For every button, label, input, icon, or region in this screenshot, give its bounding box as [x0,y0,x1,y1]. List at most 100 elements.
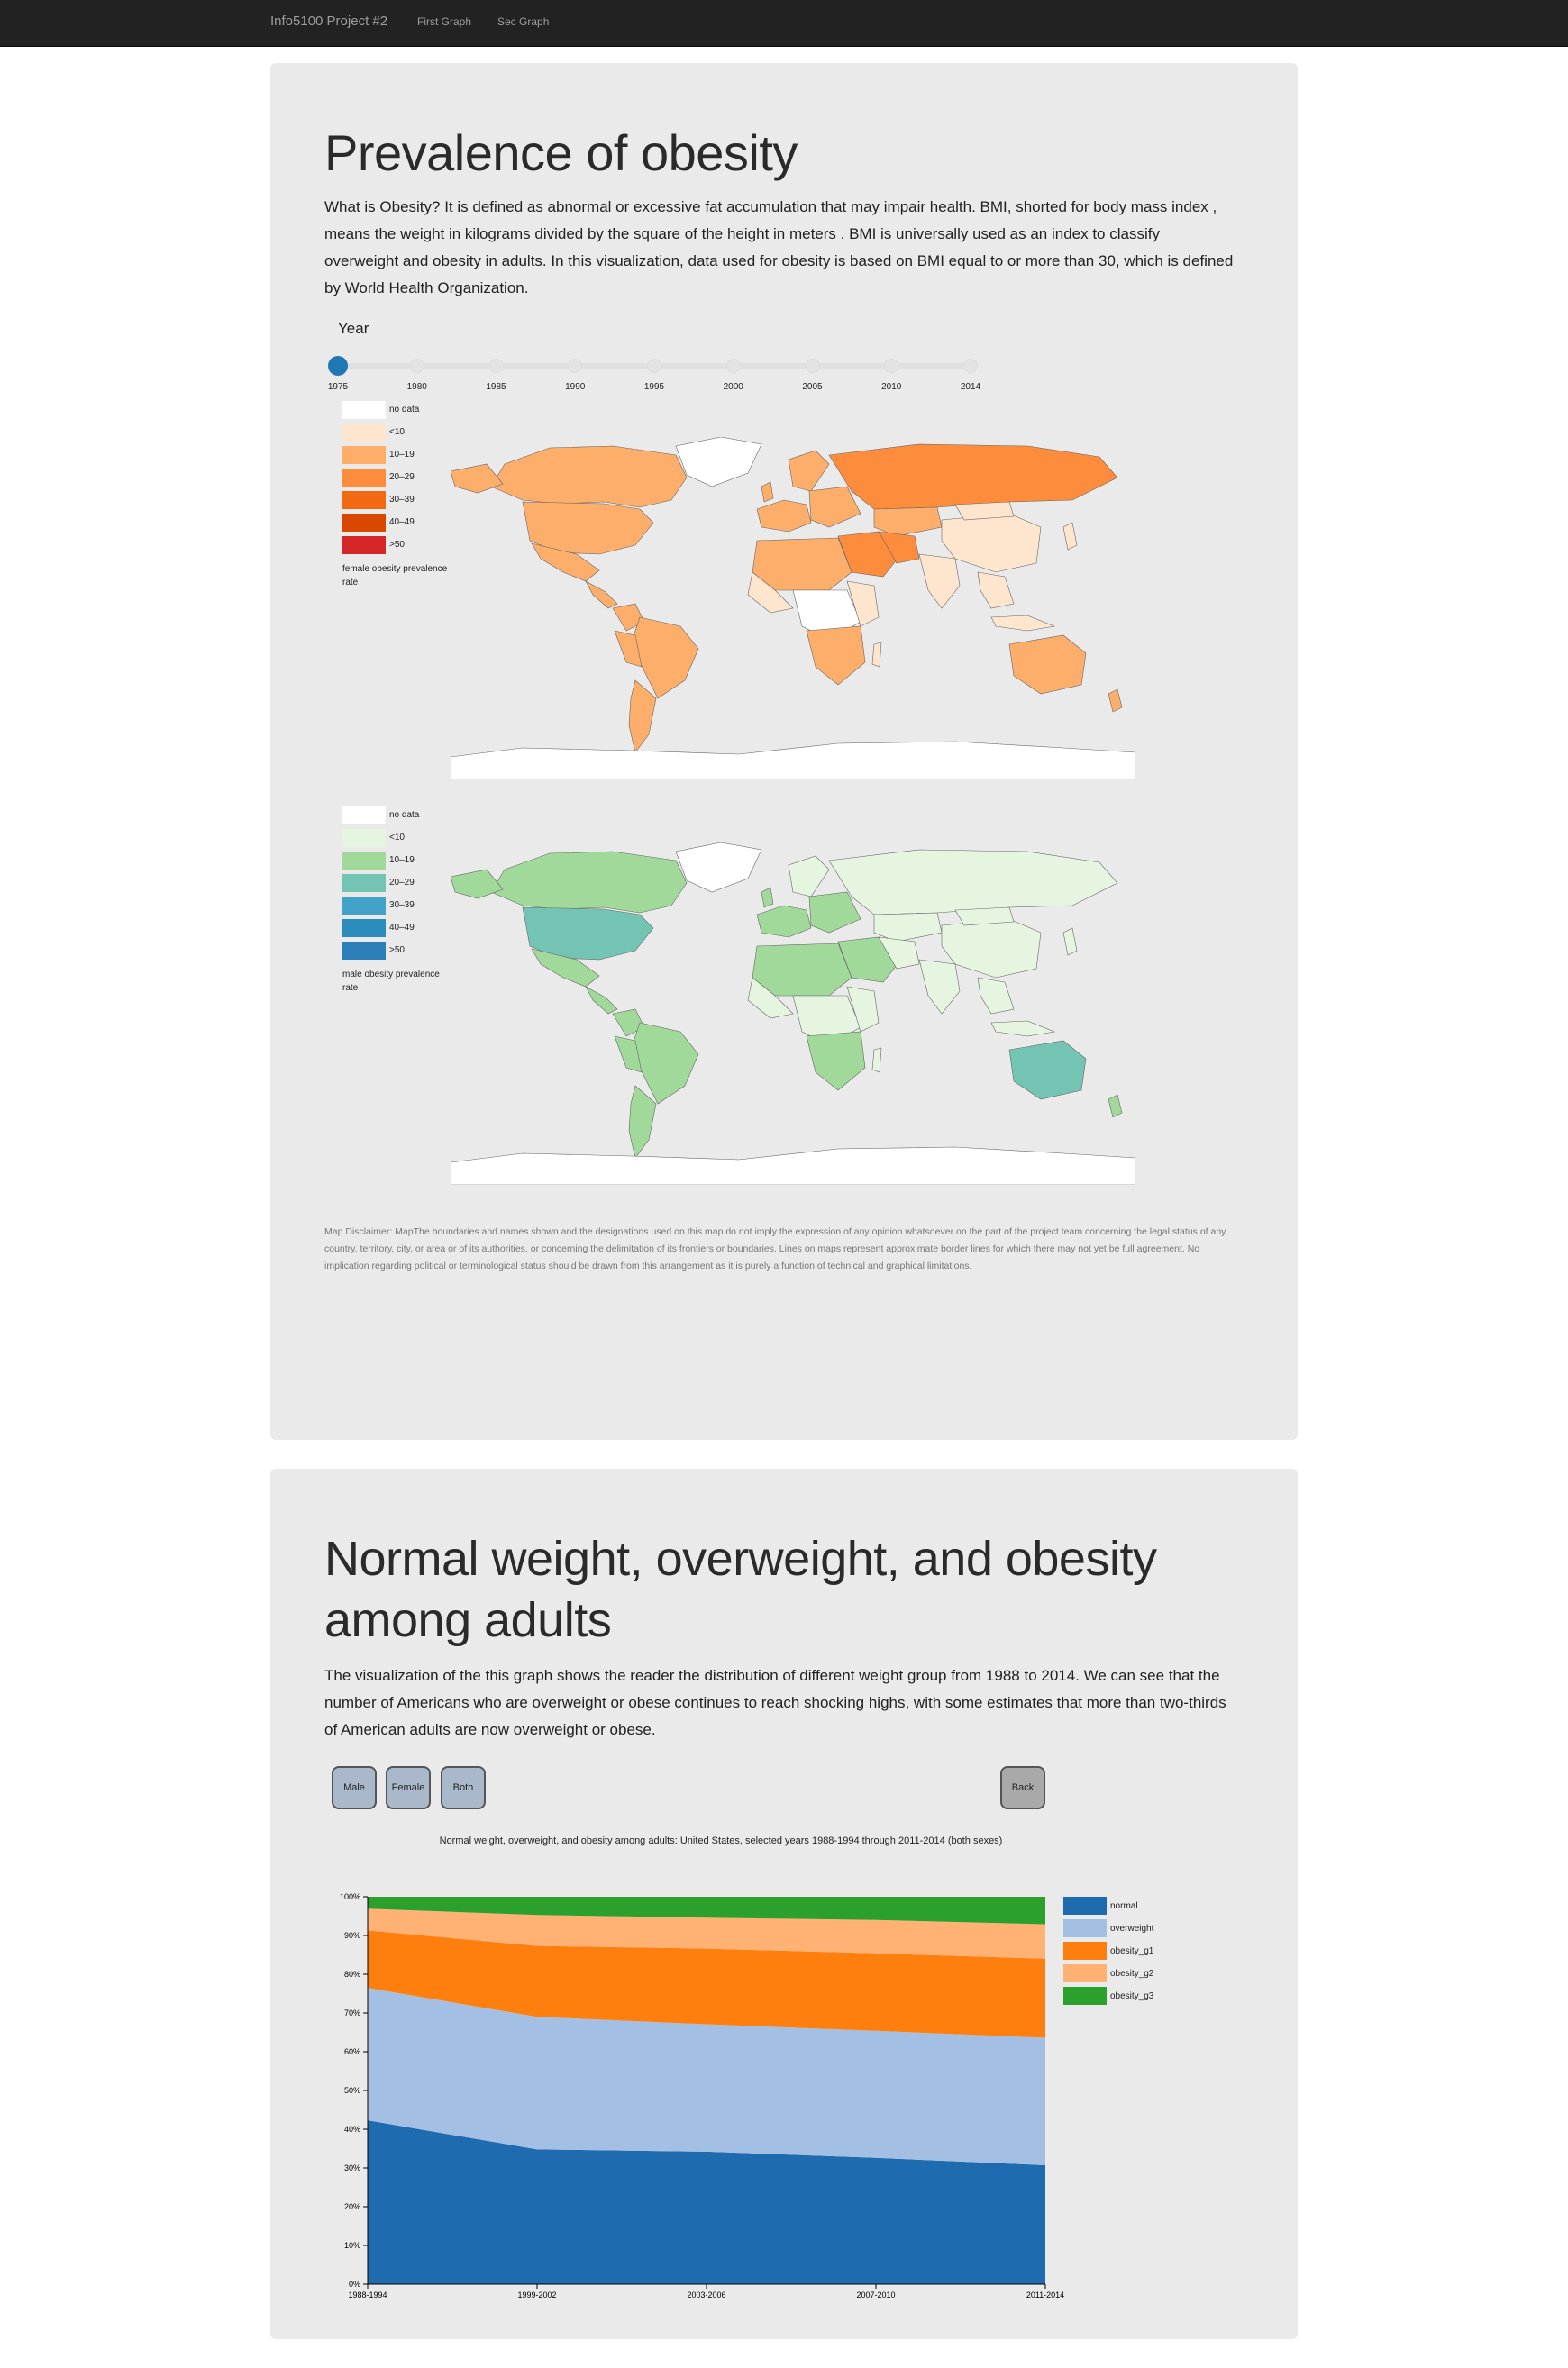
country-india[interactable] [918,553,961,609]
female-button[interactable]: Female [386,1766,431,1809]
country-usa[interactable] [522,501,654,555]
country-kazakhstan[interactable] [873,912,943,943]
both-button[interactable]: Both [441,1766,486,1809]
chart-title: Normal weight, overweight, and obesity a… [439,1835,1003,1846]
country-argentina[interactable] [628,679,657,753]
country-se-asia[interactable] [977,977,1015,1015]
legend-label: no data [389,810,420,820]
year-slider-tick[interactable] [725,359,741,373]
year-slider[interactable] [328,356,978,376]
country-japan[interactable] [1062,522,1078,551]
country-s-africa[interactable] [806,625,866,686]
y-tick-label: 80% [344,1970,360,1979]
year-slider-tick[interactable] [805,359,820,373]
country-russia[interactable] [828,443,1118,510]
country-e-africa[interactable] [846,986,880,1033]
country-central-america[interactable] [585,580,618,609]
legend-caption: female obesity prevalence rate [342,564,448,587]
country-china[interactable] [941,918,1042,979]
country-greenland[interactable] [675,842,762,893]
country-peru[interactable] [614,630,643,668]
country-india[interactable] [918,959,961,1015]
year-slider-tick[interactable] [488,359,504,373]
country-w-europe[interactable] [756,905,812,938]
country-madagascar[interactable] [871,642,882,668]
legend-label: >50 [389,540,405,550]
country-canada[interactable] [490,851,688,914]
country-w-africa[interactable] [747,977,794,1019]
nav-link-first-graph[interactable]: First Graph [417,15,472,28]
country-uk[interactable] [761,887,774,908]
back-button[interactable]: Back [1000,1766,1045,1809]
country-e-africa[interactable] [846,580,880,627]
male-legend: no data <10 10–19 20–29 30–39 40–49 >50 male ob… [342,806,451,995]
country-kazakhstan[interactable] [873,506,943,537]
country-iran[interactable] [878,936,920,970]
year-slider-tick[interactable] [647,359,661,373]
legend-item: no data [342,806,451,829]
country-s-africa[interactable] [806,1031,866,1091]
country-indonesia[interactable] [990,615,1056,632]
y-tick-label: 10% [344,2241,360,2250]
year-slider-tick[interactable] [963,359,978,373]
female-obesity-map[interactable] [450,436,1136,780]
country-australia[interactable] [1008,634,1087,695]
year-slider-tick[interactable] [568,359,583,373]
y-tick-label: 90% [344,1931,360,1940]
country-alaska[interactable] [450,463,504,494]
legend-label: 30–39 [389,495,415,505]
year-slider-tick[interactable] [409,359,424,373]
country-antarctica[interactable] [450,1146,1136,1186]
country-n-africa[interactable] [752,943,852,997]
legend-label: 20–29 [389,878,415,888]
country-alaska[interactable] [450,869,504,899]
country-scandinavia[interactable] [788,855,830,897]
country-new-zealand[interactable] [1108,688,1123,713]
country-indonesia[interactable] [990,1020,1056,1037]
country-iran[interactable] [878,531,920,564]
legend-item: 20–29 [342,874,451,897]
legend-label: obesity_g1 [1110,1946,1154,1956]
country-scandinavia[interactable] [788,450,830,492]
country-n-africa[interactable] [752,537,852,591]
legend-item: >50 [342,942,451,964]
year-slider-handle[interactable] [328,356,348,376]
country-mongolia[interactable] [954,501,1015,521]
country-w-europe[interactable] [756,499,812,533]
country-china[interactable] [941,513,1042,573]
male-button[interactable]: Male [332,1766,377,1809]
year-slider-tick-label: 1990 [565,382,586,392]
legend-swatch [342,491,386,509]
country-canada[interactable] [490,445,688,508]
nav-brand[interactable]: Info5100 Project #2 [270,14,388,29]
legend-label: 10–19 [389,450,415,460]
country-se-asia[interactable] [977,571,1015,609]
male-obesity-map[interactable] [450,842,1136,1186]
country-w-africa[interactable] [747,571,794,614]
country-e-europe[interactable] [808,486,861,528]
country-australia[interactable] [1008,1040,1087,1100]
legend-label: <10 [389,427,405,437]
area-series-obesity_g1 [368,1930,1045,2038]
country-antarctica[interactable] [450,741,1136,780]
country-mongolia[interactable] [954,906,1015,926]
nav-link-sec-graph[interactable]: Sec Graph [497,15,550,28]
legend-swatch [342,514,386,532]
country-usa[interactable] [522,906,654,961]
country-argentina[interactable] [628,1085,657,1159]
country-peru[interactable] [614,1035,643,1073]
country-central-america[interactable] [585,986,618,1015]
country-madagascar[interactable] [871,1047,882,1073]
country-russia[interactable] [828,849,1118,915]
year-slider-tick[interactable] [884,359,899,373]
country-japan[interactable] [1062,927,1078,956]
section-description: The visualization of the this graph show… [324,1667,1226,1738]
legend-swatch [342,829,386,847]
area-series-normal [368,2120,1045,2284]
country-new-zealand[interactable] [1108,1094,1123,1118]
legend-swatch [342,446,386,464]
country-greenland[interactable] [675,436,762,487]
country-e-europe[interactable] [808,891,861,934]
year-slider-tick-label: 1980 [406,382,427,392]
country-uk[interactable] [761,481,774,503]
